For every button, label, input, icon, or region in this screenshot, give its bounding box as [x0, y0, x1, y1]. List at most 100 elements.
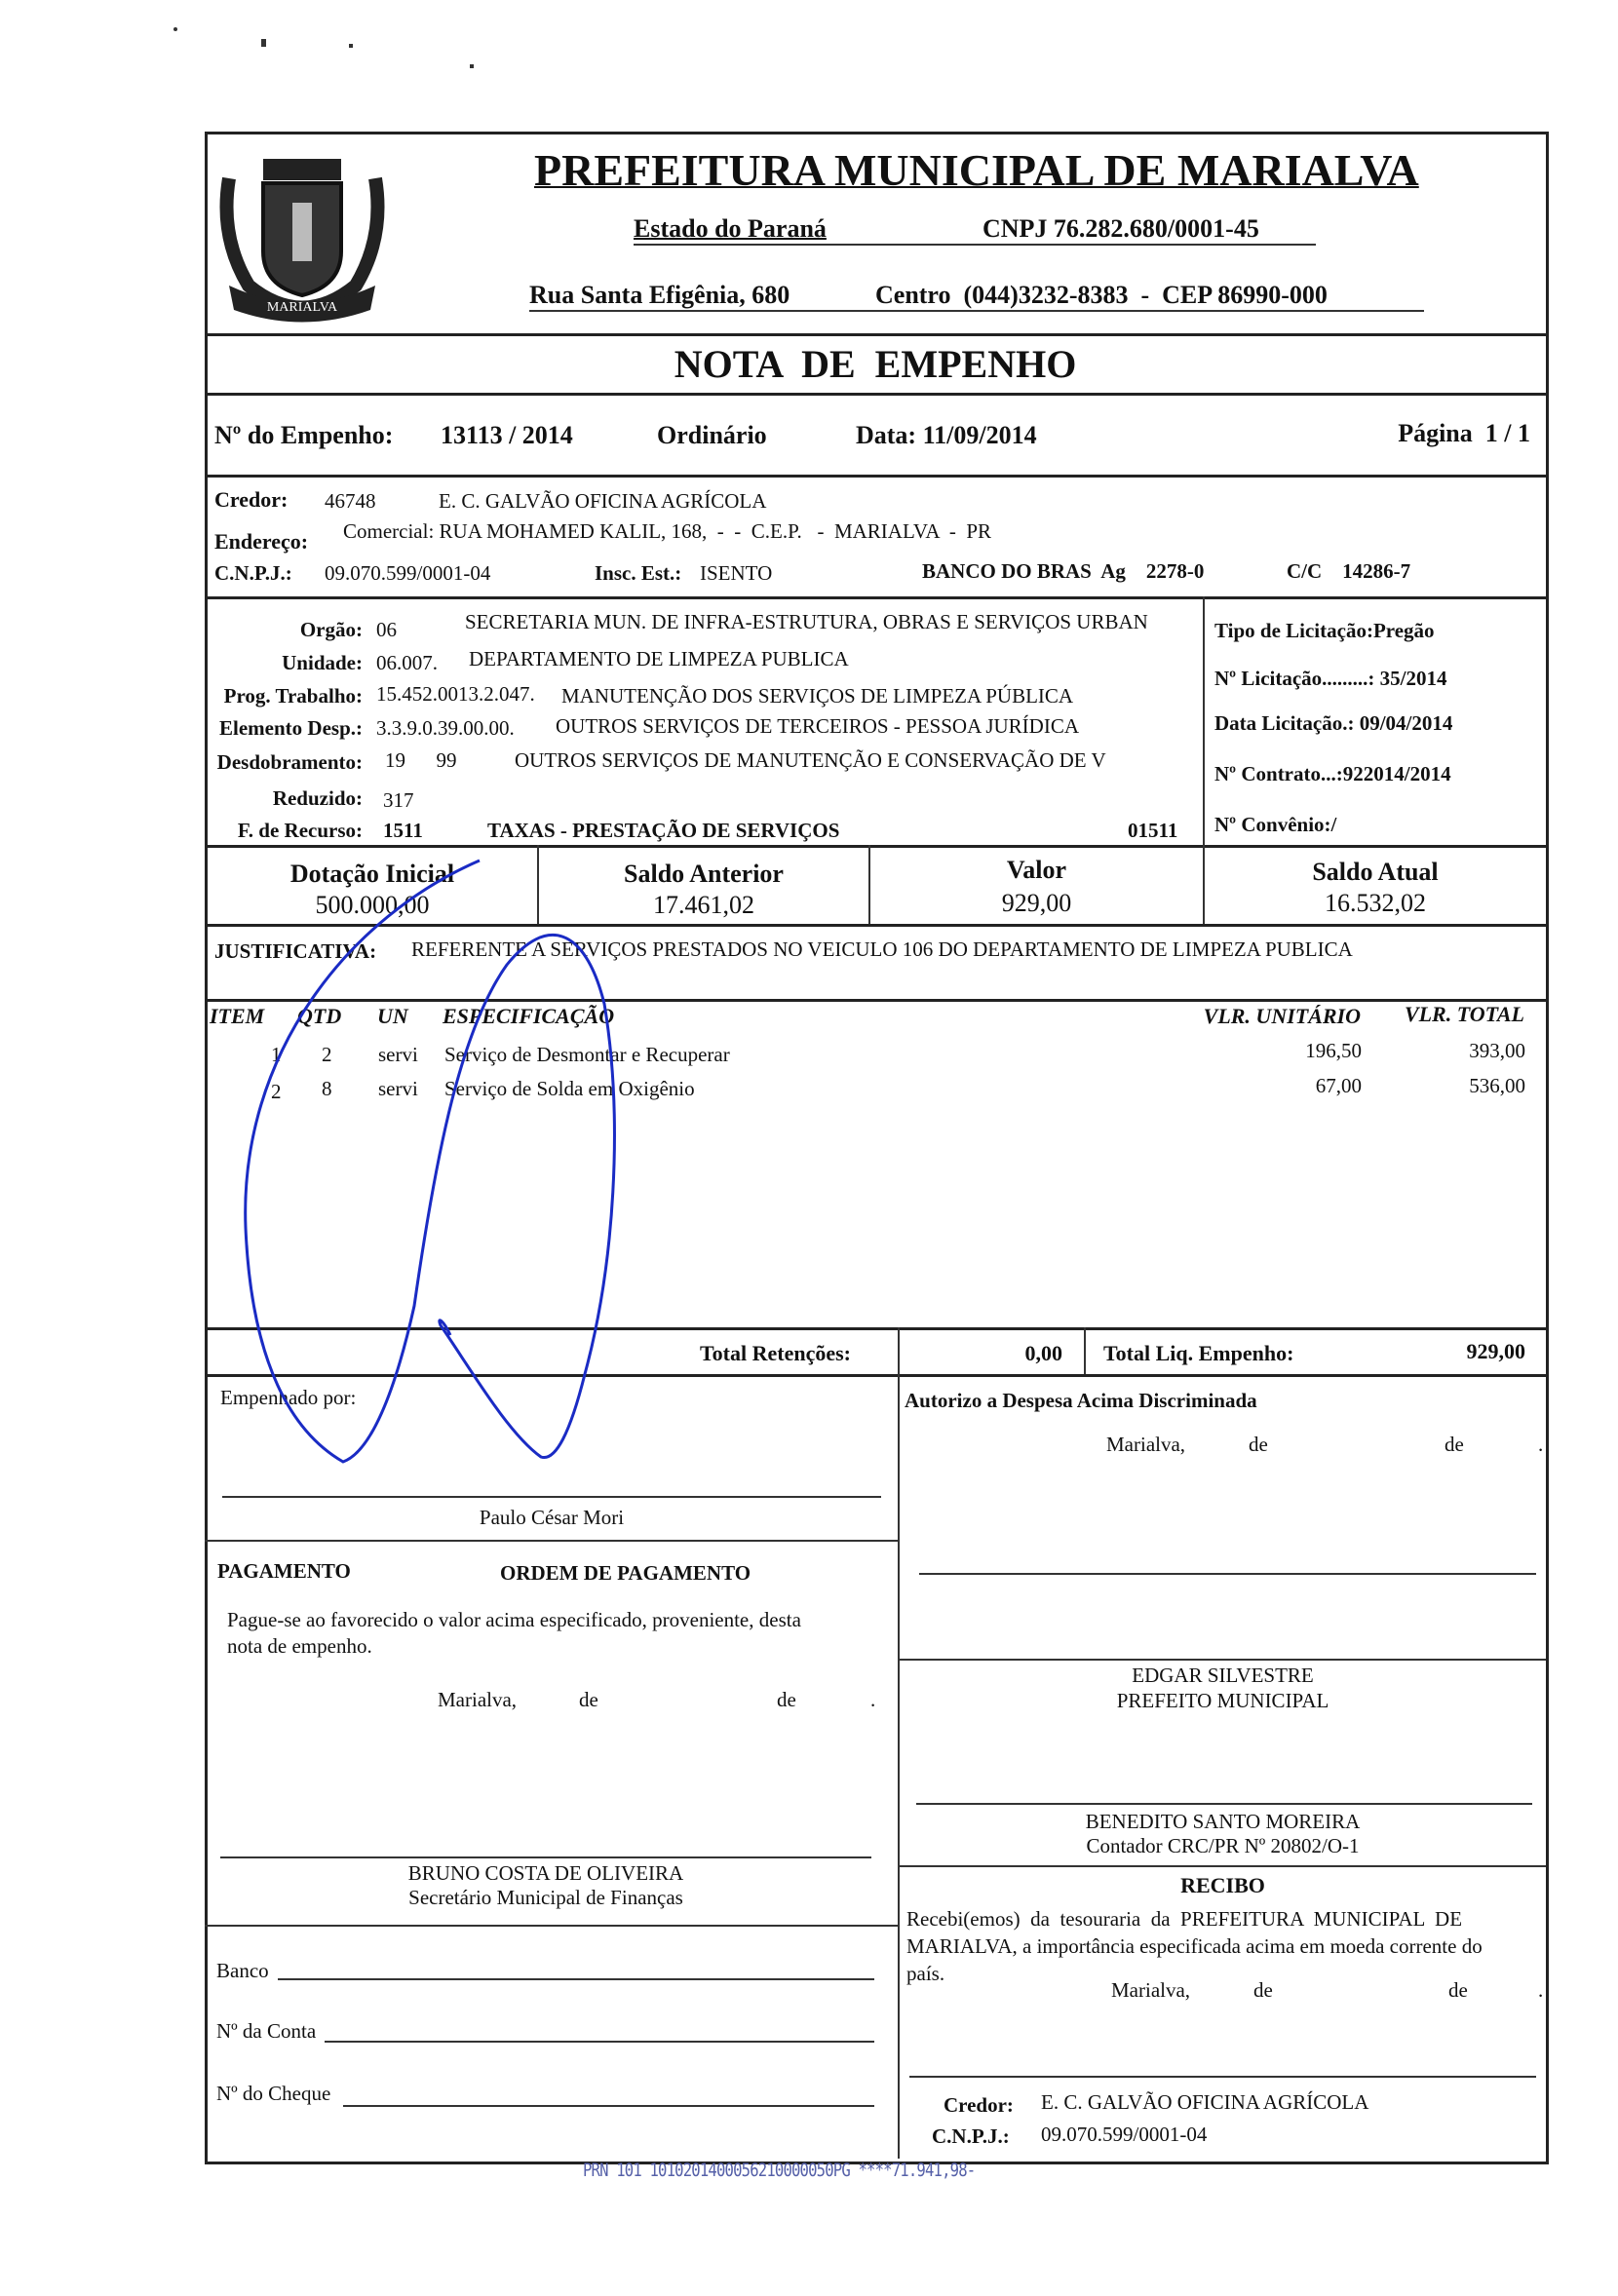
divider: [205, 393, 1546, 396]
empenho-date: Data: 11/09/2014: [856, 421, 1037, 449]
col-header-spec: ESPECIFICAÇÃO: [443, 1004, 615, 1028]
total-retencoes-value: 0,00: [1024, 1341, 1063, 1365]
recibo-cnpj-label: C.N.P.J.:: [932, 2124, 1010, 2148]
header-underline: [529, 310, 1424, 312]
pagamento-text: Pague-se ao favorecido o valor acima esp…: [227, 1608, 801, 1631]
budget-label: Unidade:: [282, 651, 363, 674]
pagamento-text: nota de empenho.: [227, 1634, 372, 1658]
credor-label: Credor:: [214, 487, 289, 512]
header-cnpj: CNPJ 76.282.680/0001-45: [982, 214, 1259, 243]
budget-code: 15.452.0013.2.047.: [376, 682, 535, 706]
budget-code: 19 99: [385, 748, 457, 772]
autorizo-label: Autorizo a Despesa Acima Discriminada: [905, 1389, 1257, 1412]
item-un: servi: [378, 1077, 418, 1100]
budget-label: Desdobramento:: [216, 750, 363, 774]
item-number: 1: [271, 1043, 282, 1066]
col-header-item: ITEM: [210, 1004, 265, 1028]
insc-label: Insc. Est.:: [595, 561, 682, 585]
scan-speck: [261, 39, 266, 47]
recibo-text: Recebi(emos) da tesouraria da PREFEITURA…: [906, 1907, 1463, 1931]
banco-field[interactable]: [278, 1978, 874, 1980]
signature-line: [220, 1856, 871, 1858]
pagamento-dot: .: [870, 1688, 876, 1711]
balance-label: Valor: [1006, 856, 1067, 884]
document-frame: [205, 132, 1549, 2164]
divider: [1203, 845, 1205, 925]
item-qtd: 2: [322, 1043, 332, 1066]
header-district: Centro (044)3232-8383 - CEP 86990-000: [875, 281, 1328, 309]
bank-account: C/C 14286-7: [1287, 559, 1411, 583]
recibo-text: país.: [906, 1962, 945, 1985]
convenio-number: Nº Convênio:/: [1214, 813, 1337, 836]
justificativa-label: JUSTIFICATIVA:: [214, 939, 377, 963]
banco-label: Banco: [216, 1959, 269, 1982]
page-number: Página 1 / 1: [1398, 419, 1530, 447]
coat-of-arms-logo: MARIALVA: [219, 159, 385, 323]
document-title: NOTA DE EMPENHO: [674, 342, 1077, 386]
divider: [205, 924, 1546, 927]
recibo-credor: E. C. GALVÃO OFICINA AGRÍCOLA: [1041, 2090, 1369, 2114]
empenho-number-label: Nº do Empenho:: [214, 421, 394, 449]
col-header-unit: VLR. UNITÁRIO: [1203, 1004, 1361, 1028]
scan-speck: [173, 27, 177, 31]
divider: [205, 596, 1546, 599]
divider: [205, 999, 1546, 1002]
item-spec: Serviço de Desmontar e Recuperar: [444, 1043, 730, 1066]
prefeito-role: PREFEITO MUNICIPAL: [1116, 1689, 1329, 1712]
balance-label: Saldo Atual: [1312, 858, 1439, 886]
item-unit-value: 67,00: [1315, 1074, 1362, 1097]
cnpj-label: C.N.P.J.:: [214, 561, 292, 585]
budget-label: F. de Recurso:: [237, 819, 363, 842]
empenhado-name: Paulo César Mori: [479, 1506, 625, 1529]
budget-desc: OUTROS SERVIÇOS DE TERCEIROS - PESSOA JU…: [556, 714, 1080, 738]
pagamento-title: ORDEM DE PAGAMENTO: [500, 1561, 751, 1585]
coat-of-arms-text: MARIALVA: [267, 300, 338, 315]
pagamento-label: PAGAMENTO: [217, 1559, 351, 1583]
pagamento-de: de: [777, 1688, 796, 1711]
secretario-role: Secretário Municipal de Finanças: [408, 1886, 683, 1909]
col-header-qtd: QTD: [297, 1004, 342, 1028]
recibo-de: de: [1448, 1978, 1468, 2002]
signature-line: [916, 1803, 1532, 1805]
divider: [205, 1327, 1546, 1330]
budget-code: 06.007.: [376, 651, 438, 674]
recibo-de: de: [1253, 1978, 1273, 2002]
credor-code: 46748: [325, 489, 376, 513]
balance-value: 17.461,02: [653, 891, 754, 919]
divider: [205, 1540, 898, 1542]
divider: [1203, 596, 1205, 846]
recibo-title: RECIBO: [1180, 1873, 1265, 1897]
budget-code: 1511: [383, 819, 423, 842]
cheque-field[interactable]: [343, 2105, 874, 2107]
item-un: servi: [378, 1043, 418, 1066]
signature-line: [919, 1573, 1536, 1575]
recibo-dot: .: [1538, 1978, 1544, 2002]
header-underline: [634, 244, 1316, 246]
contador-role: Contador CRC/PR Nº 20802/O-1: [1086, 1834, 1360, 1857]
divider: [898, 1865, 1546, 1867]
item-total-value: 393,00: [1469, 1039, 1525, 1062]
balance-value: 929,00: [1001, 889, 1072, 917]
divider: [898, 1374, 900, 2159]
balance-value: 500.000,00: [315, 891, 430, 919]
budget-code: 317: [383, 788, 414, 812]
col-header-total: VLR. TOTAL: [1404, 1002, 1524, 1026]
divider: [205, 845, 1546, 848]
budget-code: 3.3.9.0.39.00.00.: [376, 716, 515, 740]
header-title: PREFEITURA MUNICIPAL DE MARIALVA: [534, 145, 1419, 195]
budget-label: Reduzido:: [272, 786, 363, 810]
conta-field[interactable]: [325, 2041, 874, 2043]
licitacao-number: Nº Licitação.........: 35/2014: [1214, 667, 1447, 690]
divider: [205, 475, 1546, 478]
budget-extra: 01511: [1128, 819, 1178, 842]
item-total-value: 536,00: [1469, 1074, 1525, 1097]
item-number: 2: [271, 1080, 282, 1103]
col-header-un: UN: [377, 1004, 408, 1028]
item-qtd: 8: [322, 1077, 332, 1100]
justificativa-text: REFERENTE A SERVIÇOS PRESTADOS NO VEICUL…: [411, 938, 1353, 961]
autorizo-de: de: [1445, 1433, 1464, 1456]
divider: [898, 1327, 900, 1376]
scan-speck: [470, 64, 474, 68]
credor-address: Comercial: RUA MOHAMED KALIL, 168, - - C…: [343, 519, 992, 543]
credor-cnpj: 09.070.599/0001-04: [325, 561, 491, 585]
